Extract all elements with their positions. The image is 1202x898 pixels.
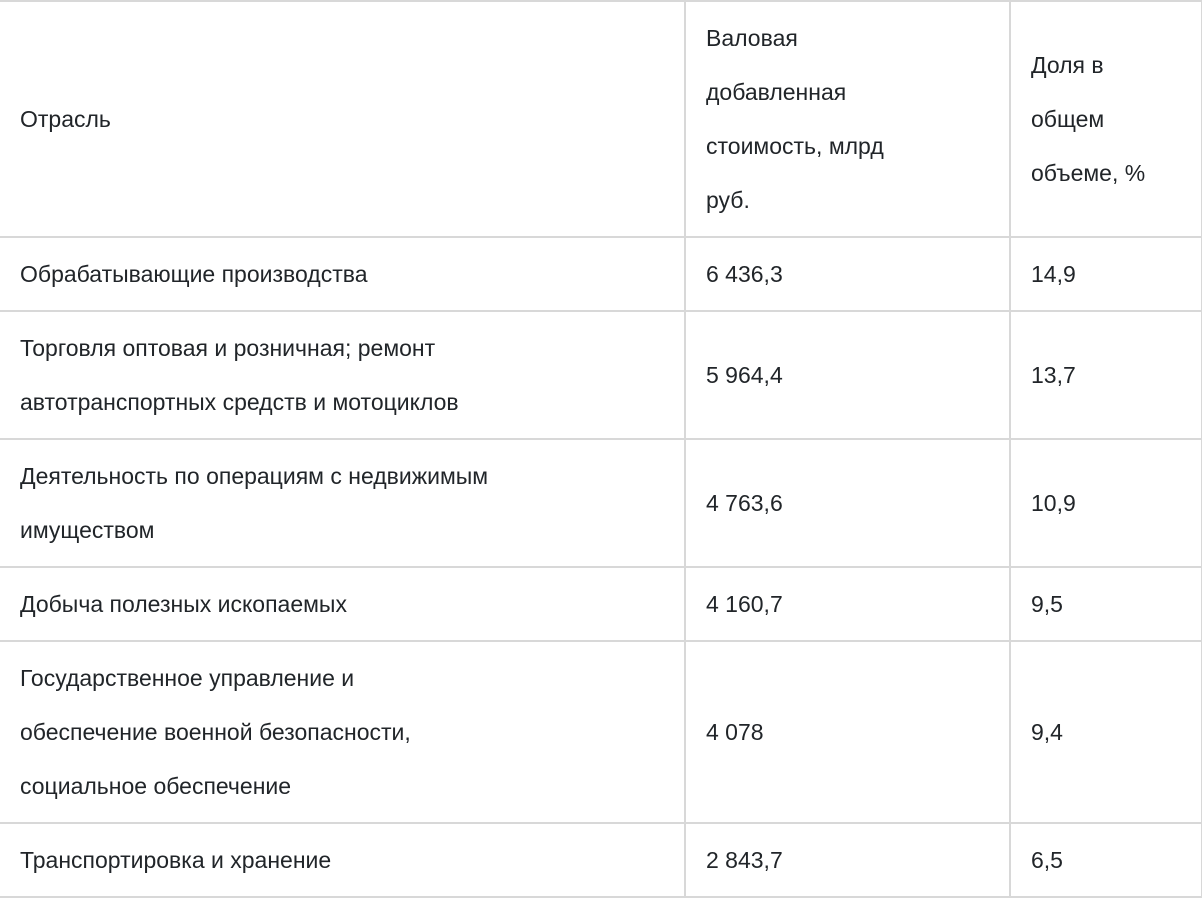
sector-cell: Торговля оптовая и розничная; ремонт авт… — [0, 311, 685, 440]
gva-cell: 4 763,6 — [684, 439, 1010, 568]
table-row: Деятельность по операциям с недвижимым и… — [0, 439, 1202, 568]
table-row: Добыча полезных ископаемых 4 160,7 9,5 — [0, 567, 1202, 642]
gva-cell: 4 160,7 — [684, 567, 1010, 642]
table-row: Торговля оптовая и розничная; ремонт авт… — [0, 311, 1202, 440]
column-header-sector: Отрасль — [0, 1, 685, 238]
share-cell: 6,5 — [1009, 823, 1202, 898]
table-row: Обрабатывающие производства 6 436,3 14,9 — [0, 237, 1202, 312]
table-header: Отрасль Валовая добавленная стоимость, м… — [0, 1, 1202, 238]
sector-cell: Обрабатывающие производства — [0, 237, 685, 312]
gva-cell: 5 964,4 — [684, 311, 1010, 440]
table-row: Государственное управление и обеспечение… — [0, 641, 1202, 824]
table-row: Транспортировка и хранение 2 843,7 6,5 — [0, 823, 1202, 898]
share-cell: 9,4 — [1009, 641, 1202, 824]
share-cell: 10,9 — [1009, 439, 1202, 568]
sector-cell: Государственное управление и обеспечение… — [0, 641, 685, 824]
share-cell: 9,5 — [1009, 567, 1202, 642]
share-cell: 13,7 — [1009, 311, 1202, 440]
gva-cell: 2 843,7 — [684, 823, 1010, 898]
gva-cell: 6 436,3 — [684, 237, 1010, 312]
sector-cell: Деятельность по операциям с недвижимым и… — [0, 439, 685, 568]
sector-cell: Транспортировка и хранение — [0, 823, 685, 898]
gva-cell: 4 078 — [684, 641, 1010, 824]
column-header-share: Доля в общем объеме, % — [1009, 1, 1202, 238]
sector-cell: Добыча полезных ископаемых — [0, 567, 685, 642]
column-header-gross-value-added: Валовая добавленная стоимость, млрд руб. — [684, 1, 1010, 238]
share-cell: 14,9 — [1009, 237, 1202, 312]
header-row: Отрасль Валовая добавленная стоимость, м… — [0, 1, 1202, 238]
table-body: Обрабатывающие производства 6 436,3 14,9… — [0, 237, 1202, 898]
